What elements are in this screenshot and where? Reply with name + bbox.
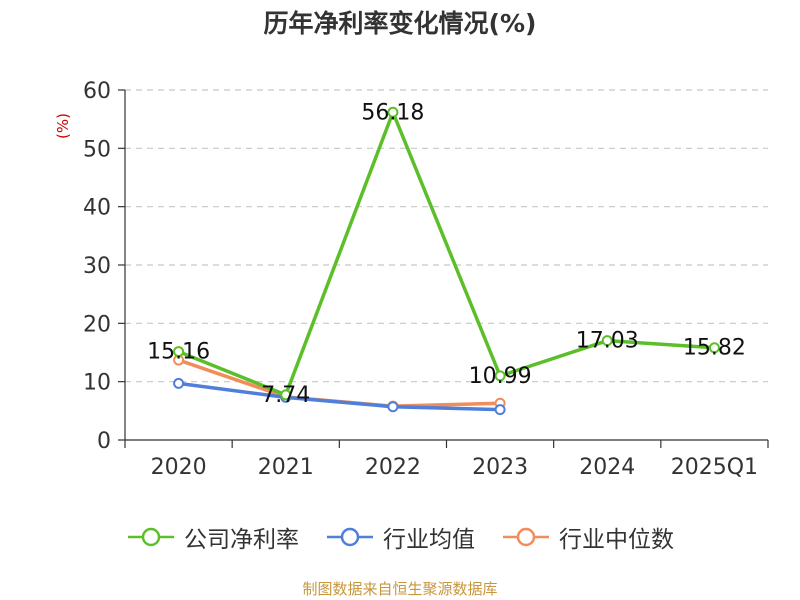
data-label: 17.03 xyxy=(576,329,639,354)
legend-swatch-marker xyxy=(516,527,536,547)
source-note: 制图数据来自恒生聚源数据库 xyxy=(302,580,498,598)
data-point xyxy=(494,404,506,416)
data-label: 10.99 xyxy=(469,364,532,389)
data-point xyxy=(387,401,399,413)
x-tick-label: 2020 xyxy=(151,455,207,480)
data-label: 15.16 xyxy=(147,340,210,365)
data-point xyxy=(173,377,185,389)
legend-item[interactable]: 公司净利率 xyxy=(126,520,299,554)
data-point xyxy=(494,370,506,382)
data-label: 56.18 xyxy=(361,100,424,125)
y-tick-label: 60 xyxy=(83,79,111,104)
series-line xyxy=(178,358,501,408)
legend-swatch xyxy=(128,527,174,547)
data-label: 7.74 xyxy=(261,383,310,408)
data-point xyxy=(173,346,185,358)
data-point xyxy=(387,106,399,118)
series-layer xyxy=(173,106,720,416)
data-point xyxy=(280,389,292,401)
y-tick-label: 50 xyxy=(83,137,111,162)
y-tick-label: 20 xyxy=(83,312,111,337)
x-tick-label: 2022 xyxy=(365,455,421,480)
x-tick-label: 2021 xyxy=(258,455,314,480)
y-tick-label: 0 xyxy=(97,429,111,454)
legend-swatch xyxy=(327,527,373,547)
data-point xyxy=(708,342,720,354)
y-tick-label: 10 xyxy=(83,371,111,396)
legend-item[interactable]: 行业中位数 xyxy=(501,520,674,554)
legend-label: 行业中位数 xyxy=(559,527,674,553)
legend-swatch-marker xyxy=(141,527,161,547)
x-tick-label: 2024 xyxy=(579,455,635,480)
y-axis-label: (%) xyxy=(54,113,72,139)
data-label-layer: 15.16 7.74 56.18 10.99 17.03 15.82 xyxy=(147,100,746,408)
y-tick-label: 30 xyxy=(83,254,111,279)
chart-title: 历年净利率变化情况(%) xyxy=(263,9,537,38)
legend-label: 公司净利率 xyxy=(184,527,299,553)
legend-swatch-marker xyxy=(340,527,360,547)
legend: 公司净利率 行业均值 行业中位数 xyxy=(0,519,800,555)
x-tick-label: 2025Q1 xyxy=(671,455,758,480)
legend-item[interactable]: 行业均值 xyxy=(325,520,475,554)
legend-label: 行业均值 xyxy=(383,527,475,553)
axis-layer: 0 10 20 30 40 50 60 2020 2021 2022 2023 2024 2025Q1 xyxy=(83,79,769,480)
data-point xyxy=(601,335,613,347)
y-tick-label: 40 xyxy=(83,196,111,221)
series-line xyxy=(177,110,715,397)
data-label: 15.82 xyxy=(683,336,746,361)
series-line xyxy=(178,381,501,412)
x-tick-label: 2023 xyxy=(472,455,528,480)
legend-swatch xyxy=(503,527,549,547)
grid-layer xyxy=(125,89,768,383)
